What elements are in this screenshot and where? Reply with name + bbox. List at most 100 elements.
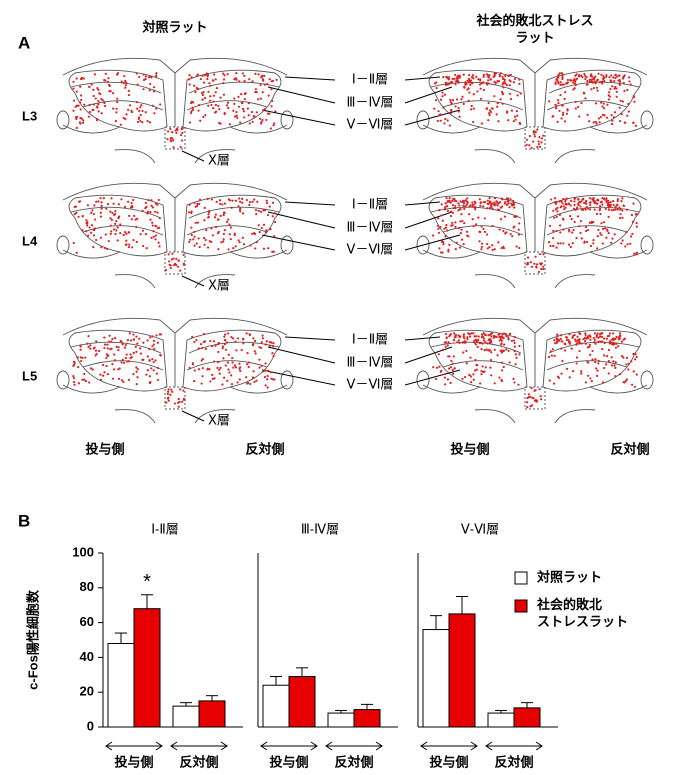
- dot: [155, 372, 158, 375]
- dot: [612, 199, 615, 203]
- dot: [602, 221, 606, 224]
- dot: [222, 213, 225, 217]
- dot: [501, 75, 504, 78]
- dot: [623, 74, 626, 77]
- dot: [135, 366, 138, 369]
- dot: [552, 382, 556, 385]
- dot: [622, 356, 625, 359]
- bar: [448, 613, 476, 728]
- dot: [603, 354, 606, 357]
- dot: [487, 101, 490, 105]
- dot: [451, 99, 455, 102]
- dot: [79, 345, 82, 348]
- dot: [74, 116, 78, 119]
- dot: [152, 235, 155, 238]
- dot: [603, 366, 606, 370]
- dot: [447, 248, 450, 251]
- dot: [562, 228, 565, 231]
- dot: [255, 212, 258, 216]
- dot: [159, 103, 162, 106]
- panel-label: A: [18, 33, 30, 52]
- dot: [273, 235, 276, 238]
- dot: [501, 198, 504, 201]
- dot: [222, 376, 226, 379]
- dot: [206, 246, 210, 249]
- dot: [77, 365, 80, 369]
- dot: [122, 380, 125, 383]
- dot: [464, 341, 468, 344]
- dot: [252, 342, 255, 346]
- dot: [462, 102, 465, 105]
- dot: [593, 338, 596, 341]
- dot: [610, 241, 613, 244]
- dot: [561, 76, 564, 79]
- pointer: [284, 336, 336, 341]
- dot: [264, 369, 267, 372]
- lamina-line: [546, 225, 628, 236]
- dot: [233, 97, 236, 100]
- dot: [275, 78, 278, 81]
- dot: [483, 349, 486, 352]
- dot: [440, 203, 443, 206]
- dot: [616, 198, 619, 201]
- dot: [505, 348, 508, 351]
- ventral-arc: [422, 384, 516, 424]
- dot: [227, 332, 230, 335]
- dot: [96, 87, 99, 90]
- dot: [563, 120, 567, 123]
- dot: [152, 369, 155, 372]
- dot: [72, 241, 75, 245]
- dot: [484, 341, 487, 344]
- dot: [469, 83, 472, 86]
- dot: [509, 97, 513, 101]
- dot: [565, 112, 569, 115]
- dot: [576, 105, 580, 108]
- dot: [479, 382, 482, 385]
- dot: [464, 199, 467, 202]
- dot: [128, 214, 131, 218]
- dot: [227, 353, 230, 356]
- dot: [466, 79, 469, 82]
- dot: [608, 91, 611, 94]
- dot: [237, 105, 241, 108]
- lamina-line: [442, 100, 524, 111]
- dot: [452, 338, 456, 342]
- dot: [81, 378, 84, 381]
- dot: [82, 77, 85, 80]
- dot: [166, 390, 170, 393]
- dot: [150, 236, 153, 239]
- dot: [274, 110, 277, 113]
- dot: [445, 75, 448, 78]
- dot: [463, 205, 466, 208]
- dot: [561, 104, 564, 107]
- dot: [597, 72, 600, 75]
- dot: [537, 270, 541, 274]
- dot: [635, 212, 638, 216]
- dot: [567, 243, 571, 246]
- dot: [459, 208, 462, 211]
- pointer: [181, 150, 205, 162]
- lamina-line: [82, 225, 164, 236]
- dot: [144, 201, 148, 204]
- dot: [515, 245, 518, 248]
- dot: [511, 235, 514, 238]
- dot: [615, 95, 618, 98]
- bar: [513, 707, 541, 728]
- column-title: 対照ラット: [141, 19, 207, 34]
- dot: [619, 213, 622, 216]
- dot: [215, 86, 219, 90]
- dot: [596, 374, 599, 378]
- dot: [441, 251, 444, 254]
- dot: [553, 339, 556, 342]
- dot: [596, 369, 599, 372]
- dot: [502, 247, 505, 250]
- dot: [450, 359, 453, 362]
- dot: [152, 339, 156, 342]
- dot: [83, 103, 86, 106]
- dot: [495, 113, 498, 116]
- dot: [589, 244, 593, 248]
- dot: [480, 373, 483, 376]
- dot: [172, 146, 175, 149]
- dot: [122, 81, 126, 85]
- dot: [432, 234, 435, 237]
